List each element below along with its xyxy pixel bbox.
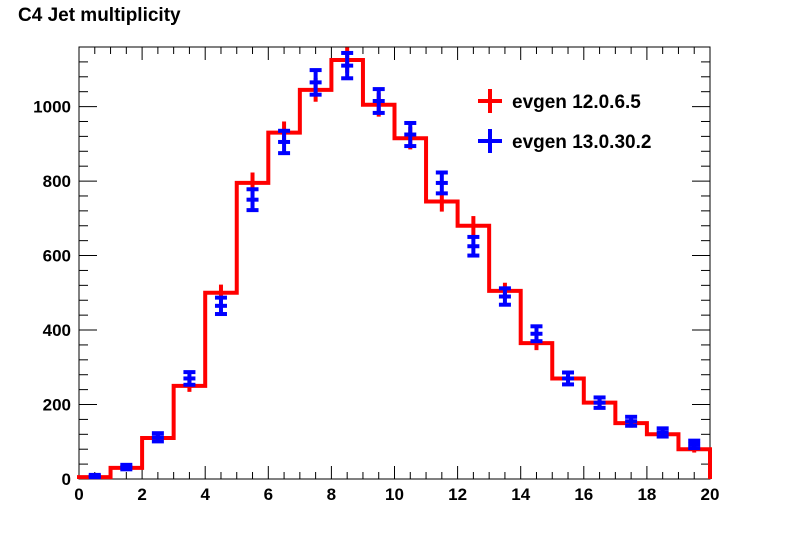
x-tick-label: 4 <box>200 485 210 504</box>
blue-data-point <box>341 50 354 81</box>
y-tick-label: 400 <box>43 321 71 340</box>
x-tick-label: 10 <box>385 485 404 504</box>
legend-entry: evgen 13.0.30.2 <box>478 129 651 153</box>
chart-title: C4 Jet multiplicity <box>18 5 181 26</box>
blue-data-point <box>688 438 701 451</box>
blue-data-point <box>151 431 164 444</box>
x-tick-label: 2 <box>137 485 146 504</box>
x-tick-label: 20 <box>701 485 720 504</box>
blue-data-point <box>625 414 638 428</box>
blue-data-point <box>656 426 669 439</box>
blue-data-point <box>435 170 448 196</box>
blue-data-point <box>183 370 196 387</box>
blue-data-point <box>593 395 606 410</box>
y-tick-label: 1000 <box>33 98 71 117</box>
blue-data-point <box>467 234 480 258</box>
blue-data-point <box>278 128 291 156</box>
blue-data-point <box>562 370 575 387</box>
blue-data-point <box>88 472 101 480</box>
blue-data-point <box>309 68 322 97</box>
blue-data-point <box>498 286 511 307</box>
red-histogram-line <box>77 58 712 480</box>
y-tick-label: 600 <box>43 247 71 266</box>
legend-entry: evgen 12.0.6.5 <box>478 89 641 113</box>
x-tick-label: 14 <box>511 485 530 504</box>
x-tick-label: 6 <box>264 485 273 504</box>
legend-label: evgen 12.0.6.5 <box>512 92 641 113</box>
legend-label: evgen 13.0.30.2 <box>512 132 651 153</box>
blue-data-point <box>404 120 417 149</box>
blue-data-point <box>372 87 385 115</box>
blue-data-point <box>214 295 227 317</box>
x-tick-label: 16 <box>574 485 593 504</box>
y-tick-label: 0 <box>62 470 71 489</box>
blue-data-point <box>246 187 259 213</box>
x-tick-label: 12 <box>448 485 467 504</box>
blue-data-point <box>120 462 133 472</box>
y-tick-label: 800 <box>43 172 71 191</box>
y-tick-label: 200 <box>43 396 71 415</box>
blue-data-point <box>530 324 543 344</box>
x-tick-label: 0 <box>74 485 83 504</box>
x-tick-label: 8 <box>327 485 336 504</box>
x-tick-label: 18 <box>637 485 656 504</box>
